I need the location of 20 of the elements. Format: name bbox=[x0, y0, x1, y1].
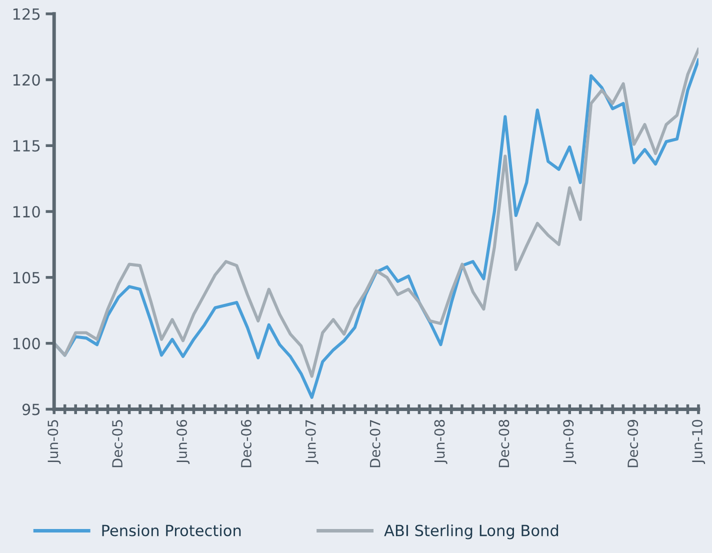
y-tick-label: 110 bbox=[13, 206, 40, 218]
x-tick-label: Dec-08 bbox=[498, 420, 510, 468]
legend-label: ABI Sterling Long Bond bbox=[384, 524, 558, 540]
y-tick-label: 120 bbox=[13, 74, 40, 86]
x-tick-label: Jun-08 bbox=[434, 420, 448, 464]
x-tick-label: Jun-05 bbox=[48, 420, 61, 464]
y-tick-label: 95 bbox=[22, 404, 40, 416]
y-tick-label: 105 bbox=[13, 272, 40, 284]
x-tick-label: Dec-05 bbox=[112, 420, 123, 468]
x-tick-label: Dec-07 bbox=[370, 420, 380, 468]
x-tick-label: Jun-10 bbox=[692, 420, 706, 464]
y-tick-label: 100 bbox=[13, 338, 40, 350]
x-tick-label: Dec-06 bbox=[240, 420, 252, 468]
y-tick-label: 115 bbox=[13, 140, 40, 152]
legend-label: Pension Protection bbox=[102, 524, 241, 536]
x-tick-label: Jun-07 bbox=[305, 420, 318, 464]
x-tick-label: Jun-09 bbox=[563, 420, 576, 464]
y-tick-label: 125 bbox=[13, 8, 40, 20]
x-tick-label: Jun-06 bbox=[176, 420, 190, 464]
x-tick-label: Dec-09 bbox=[628, 420, 638, 468]
